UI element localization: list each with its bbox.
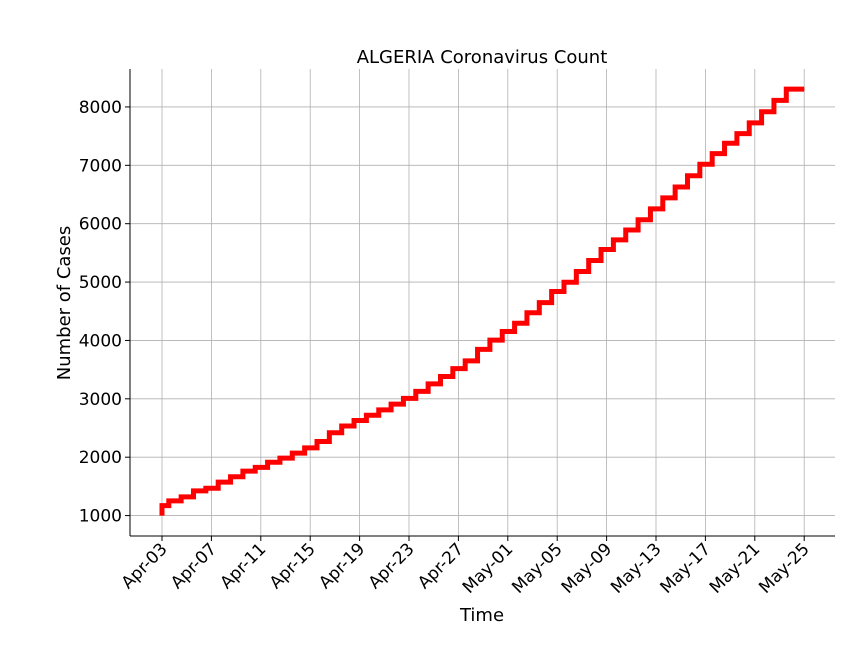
- grid: [130, 69, 835, 536]
- x-tick-label: May-17: [657, 539, 715, 597]
- data-point: [198, 490, 200, 492]
- data-point: [803, 88, 805, 90]
- data-point: [420, 390, 422, 392]
- data-point: [161, 505, 163, 507]
- data-point: [433, 383, 435, 385]
- y-tick-label: 1000: [79, 507, 122, 527]
- data-point: [285, 457, 286, 459]
- data-point: [618, 239, 620, 241]
- data-point: [569, 281, 571, 283]
- chart-title: ALGERIA Coronavirus Count: [357, 47, 608, 68]
- y-axis-label: Number of Cases: [54, 226, 75, 381]
- data-point: [173, 500, 175, 502]
- data-point: [494, 339, 496, 341]
- data-point: [457, 368, 459, 370]
- x-tick-label: Apr-11: [217, 539, 271, 593]
- x-tick-label: Apr-03: [118, 539, 172, 593]
- data-point: [680, 186, 682, 188]
- data-point: [445, 376, 447, 378]
- data-point: [754, 122, 756, 124]
- data-point: [544, 302, 546, 304]
- data-point: [260, 466, 262, 468]
- x-tick-label: May-05: [508, 539, 566, 597]
- x-tick-label: May-25: [755, 539, 813, 597]
- data-point: [186, 496, 188, 498]
- data-point: [766, 111, 768, 113]
- data-point: [408, 397, 410, 399]
- x-tick-label: May-21: [706, 539, 764, 597]
- x-tick-label: Apr-07: [167, 539, 221, 593]
- data-point: [383, 409, 385, 411]
- data-point: [556, 291, 558, 293]
- y-tick-label: 7000: [79, 156, 122, 176]
- y-tick-label: 4000: [79, 331, 122, 351]
- axes-frame: [129, 69, 835, 537]
- data-point: [643, 219, 645, 221]
- data-point: [519, 322, 521, 324]
- data-point: [371, 414, 373, 416]
- data-point: [359, 419, 361, 421]
- data-point: [593, 260, 595, 262]
- data-point: [581, 270, 583, 272]
- data-point: [791, 88, 793, 90]
- data-point: [655, 208, 657, 210]
- x-tick-label: May-13: [607, 539, 665, 597]
- x-tick-label: Apr-23: [365, 539, 419, 593]
- x-tick-label: Apr-19: [315, 539, 369, 593]
- y-tick-label: 2000: [79, 448, 122, 468]
- data-point: [482, 348, 484, 350]
- y-tick-label: 8000: [79, 98, 122, 118]
- data-point: [667, 197, 669, 199]
- data-point: [210, 487, 212, 489]
- x-tick-label: Apr-15: [266, 539, 320, 593]
- data-point: [470, 360, 472, 362]
- data-point: [741, 133, 743, 135]
- y-tick-label: 5000: [79, 273, 122, 293]
- data-point: [272, 461, 274, 463]
- data-point: [322, 441, 324, 443]
- x-axis-label: Time: [459, 605, 504, 626]
- x-tick-label: May-01: [459, 539, 517, 597]
- y-tick-label: 6000: [79, 215, 122, 235]
- data-point: [396, 403, 398, 405]
- data-point: [779, 99, 780, 101]
- data-point: [692, 175, 694, 177]
- x-tick-label: May-09: [558, 539, 616, 597]
- data-point: [717, 153, 719, 155]
- data-point: [606, 248, 608, 250]
- data-point: [729, 142, 731, 144]
- data-point: [297, 452, 299, 454]
- data-point: [247, 470, 249, 472]
- data-point: [309, 447, 311, 449]
- data-point: [507, 330, 509, 332]
- data-point: [704, 163, 706, 165]
- series-line: [159, 86, 805, 516]
- data-point: [334, 432, 336, 434]
- data-point: [235, 476, 237, 478]
- series: [159, 86, 805, 516]
- data-point: [630, 229, 632, 231]
- y-tick-label: 3000: [79, 390, 122, 410]
- ticks: Apr-03Apr-07Apr-11Apr-15Apr-19Apr-23Apr-…: [79, 98, 814, 598]
- data-point: [346, 425, 348, 427]
- data-point: [532, 312, 533, 314]
- data-point: [223, 481, 225, 483]
